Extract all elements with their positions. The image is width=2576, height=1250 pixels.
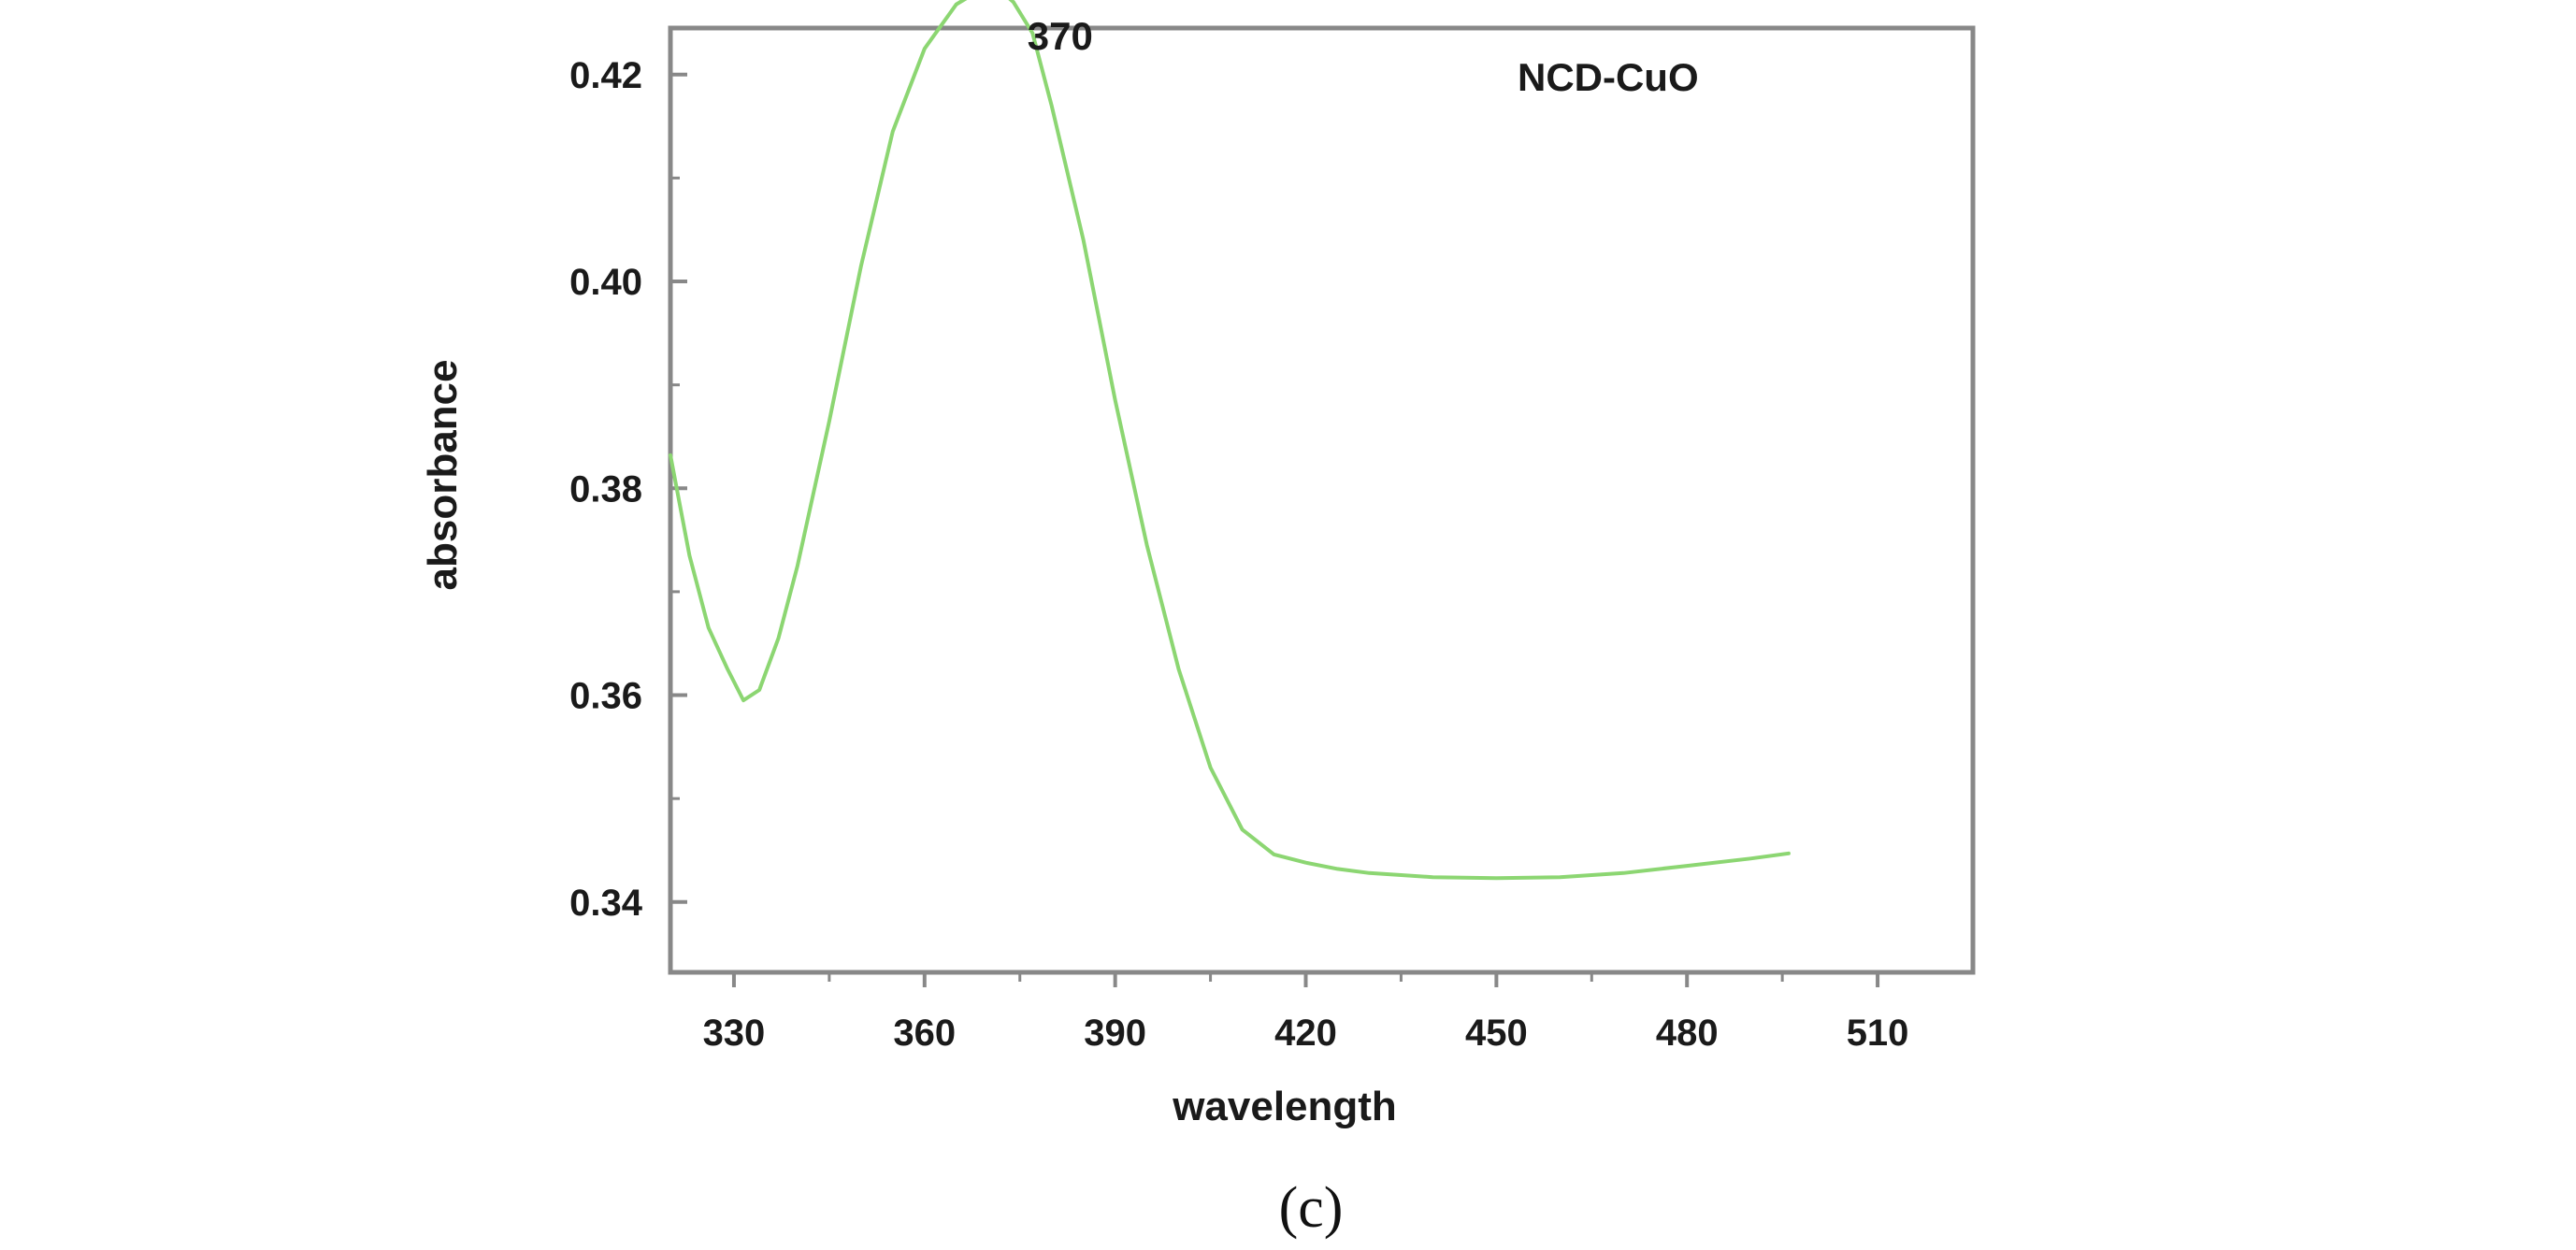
legend-label: NCD-CuO (1518, 55, 1699, 99)
y-tick-label: 0.36 (569, 676, 642, 717)
x-tick-label: 510 (1847, 1013, 1909, 1054)
y-tick-label: 0.40 (569, 262, 642, 303)
x-tick-label: 420 (1274, 1013, 1337, 1054)
y-tick-label: 0.42 (569, 55, 642, 96)
y-tick-label: 0.38 (569, 468, 642, 510)
x-tick-label: 390 (1084, 1013, 1146, 1054)
y-axis: 0.34 0.36 0.38 0.40 0.42 (569, 55, 687, 924)
peak-annotation: 370 (1028, 14, 1093, 58)
x-tick-label: 480 (1656, 1013, 1719, 1054)
x-tick-label: 450 (1465, 1013, 1528, 1054)
plot-frame (668, 25, 1976, 975)
y-tick-label: 0.34 (569, 883, 643, 924)
x-tick-label: 330 (703, 1013, 766, 1054)
x-tick-label: 360 (893, 1013, 956, 1054)
x-axis-title: wavelength (1172, 1084, 1397, 1129)
x-axis: 330 360 390 420 450 480 510 (703, 972, 1909, 1054)
y-axis-title: absorbance (420, 360, 466, 591)
figure-caption: (c) (1279, 1176, 1344, 1240)
absorbance-line (669, 0, 1791, 881)
